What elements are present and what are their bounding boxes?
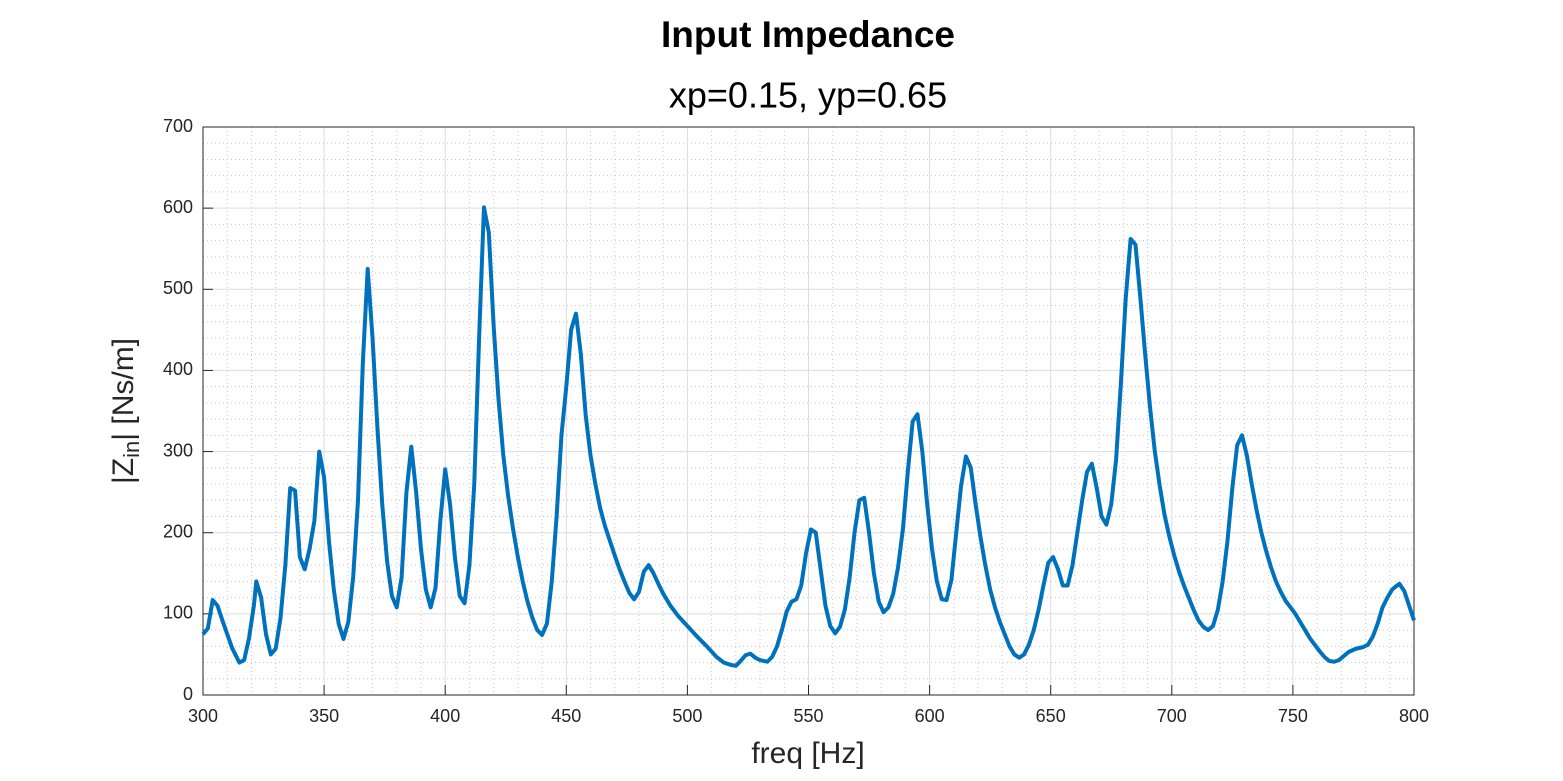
y-tick-label: 300 [163,440,193,460]
x-tick-label: 350 [309,706,339,726]
y-tick-label: 400 [163,359,193,379]
y-axis-label: |Zin| [Ns/m] [107,338,144,484]
plot-frame [202,126,1415,696]
chart-subtitle: xp=0.15, yp=0.65 [669,75,947,116]
y-label-subscript: in [119,441,144,458]
y-tick-label: 100 [163,603,193,623]
x-tick-label: 300 [188,706,218,726]
x-tick-label: 650 [1036,706,1066,726]
y-tick-label: 600 [163,197,193,217]
chart-title: Input Impedance [661,14,955,55]
x-tick-label: 500 [672,706,702,726]
x-tick-label: 700 [1157,706,1187,726]
y-label-part: | [Ns/m] [107,338,140,441]
x-tick-label: 450 [551,706,581,726]
x-tick-label: 750 [1278,706,1308,726]
x-axis-label: freq [Hz] [751,737,864,770]
y-tick-label: 200 [163,521,193,541]
y-tick-label: 500 [163,278,193,298]
y-tick-label: 700 [163,116,193,136]
x-tick-label: 400 [430,706,460,726]
x-tick-label: 600 [915,706,945,726]
y-label-part: |Z [107,458,140,484]
x-tick-label: 550 [793,706,823,726]
x-tick-label: 800 [1399,706,1429,726]
data-line [201,205,1416,668]
y-tick-label: 0 [183,684,193,704]
